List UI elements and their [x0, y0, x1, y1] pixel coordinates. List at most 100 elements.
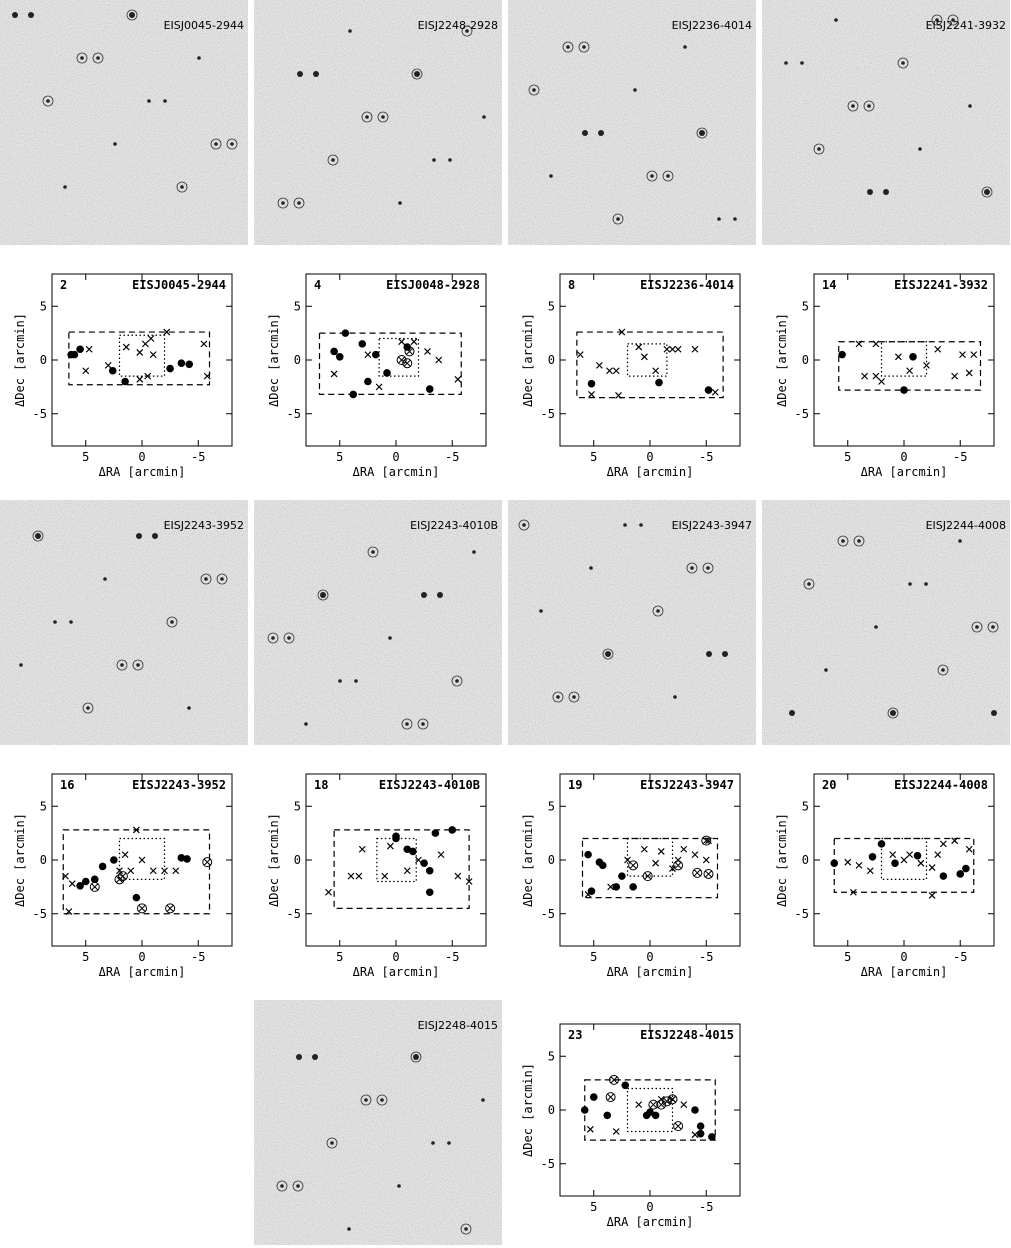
source-marker	[518, 519, 530, 531]
galaxy-circled	[642, 871, 653, 882]
source	[313, 71, 319, 77]
source-marker	[937, 664, 949, 676]
panel-number: 23	[568, 1028, 582, 1042]
galaxy-filled	[696, 1122, 705, 1130]
x-tick-label: 5	[844, 950, 851, 964]
x-axis-label: ΔRA [arcmin]	[607, 1215, 694, 1229]
galaxy-cross	[894, 353, 902, 361]
y-tick-label: 5	[294, 299, 301, 313]
galaxy-cross	[872, 340, 880, 348]
galaxy-filled	[76, 882, 84, 890]
galaxy-filled	[696, 1129, 705, 1138]
source-marker	[863, 100, 875, 112]
galaxy-cross	[62, 872, 69, 880]
region-box	[118, 837, 166, 880]
galaxy-cross	[965, 369, 973, 377]
source	[421, 592, 427, 598]
source	[163, 99, 167, 103]
galaxy-filled	[177, 359, 186, 368]
panel-number: 19	[568, 778, 582, 792]
region-box	[581, 837, 719, 899]
x-tick-label: 5	[82, 450, 89, 464]
sky-noise	[508, 0, 756, 245]
panel-title: EISJ2241-3932	[894, 278, 988, 292]
galaxy-cross	[606, 367, 613, 375]
galaxy-filled	[364, 377, 372, 386]
source	[147, 99, 151, 103]
y-axis-label: ΔDec [arcmin]	[521, 813, 535, 907]
source	[69, 620, 73, 624]
panel-title: EISJ2244-4008	[894, 778, 988, 792]
source	[482, 115, 486, 119]
galaxy-filled	[651, 1111, 660, 1120]
source	[566, 45, 570, 49]
galaxy-cross	[928, 892, 936, 899]
y-axis-label: ΔDec [arcmin]	[267, 313, 281, 407]
source-marker	[116, 659, 128, 671]
source-marker	[662, 170, 674, 182]
galaxy-cross	[657, 847, 665, 855]
plot-frame	[559, 773, 741, 947]
source	[717, 217, 721, 221]
x-axis-label: ΔRA [arcmin]	[607, 965, 694, 979]
galaxy-filled	[589, 1093, 598, 1101]
galaxy-cross	[900, 856, 908, 864]
source	[935, 18, 939, 22]
source	[874, 625, 878, 629]
galaxy-cross	[65, 908, 73, 916]
y-tick-label: 0	[40, 853, 47, 867]
galaxy-cross	[325, 888, 332, 896]
galaxy-filled	[76, 345, 84, 354]
source	[883, 189, 889, 195]
y-tick-label: -5	[795, 907, 809, 921]
source-marker	[283, 632, 295, 644]
galaxy-cross	[640, 845, 648, 853]
source	[365, 115, 369, 119]
galaxy-filled	[900, 386, 908, 394]
y-tick-label: -5	[541, 1157, 555, 1171]
galaxy-cross	[122, 343, 130, 351]
source	[304, 722, 308, 726]
source	[616, 217, 620, 221]
source	[623, 523, 627, 527]
galaxy-circled	[89, 881, 100, 892]
source	[413, 1054, 419, 1060]
source-marker	[376, 1094, 388, 1106]
source	[656, 609, 660, 613]
galaxy-filled	[913, 851, 922, 860]
panel-title: EISJ2236-4014	[640, 278, 734, 292]
x-tick-label: 0	[392, 450, 399, 464]
source	[549, 174, 553, 178]
galaxy-filled	[383, 369, 391, 377]
source-marker	[837, 535, 849, 547]
galaxy-filled	[909, 352, 917, 361]
region-box	[880, 341, 928, 377]
source	[633, 88, 637, 92]
galaxy-cross	[136, 375, 144, 383]
source	[984, 189, 990, 195]
source	[432, 158, 436, 162]
galaxy-cross	[635, 1101, 643, 1109]
x-tick-label: 0	[392, 950, 399, 964]
image-label: EISJ2243-4010B	[410, 519, 498, 532]
galaxy-cross	[595, 361, 603, 369]
source	[405, 722, 409, 726]
x-axis-label: ΔRA [arcmin]	[353, 965, 440, 979]
source	[539, 609, 543, 613]
source-marker	[360, 1094, 372, 1106]
galaxy-cross	[959, 351, 966, 359]
y-axis-label: ΔDec [arcmin]	[521, 1063, 535, 1157]
galaxy-cross	[861, 372, 869, 380]
panel-title: EISJ2243-3947	[640, 778, 734, 792]
source	[699, 130, 705, 136]
y-tick-label: 0	[548, 1103, 555, 1117]
y-tick-label: -5	[33, 907, 47, 921]
source-marker	[803, 578, 815, 590]
source-marker	[32, 530, 44, 542]
galaxy-cross	[855, 340, 863, 348]
galaxy-filled	[409, 847, 417, 856]
source-marker	[931, 14, 943, 26]
y-axis-label: ΔDec [arcmin]	[267, 813, 281, 907]
galaxy-circled	[701, 835, 712, 846]
source	[841, 539, 845, 543]
